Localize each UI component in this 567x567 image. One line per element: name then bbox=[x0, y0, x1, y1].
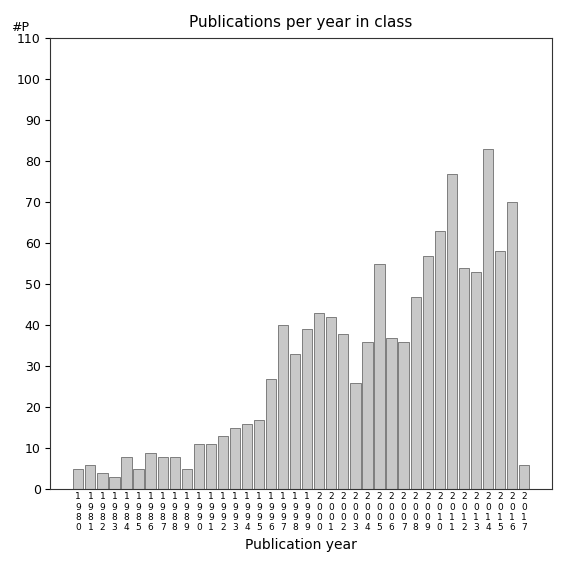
Bar bbox=[158, 456, 168, 489]
Bar bbox=[278, 325, 288, 489]
Bar bbox=[170, 456, 180, 489]
Bar bbox=[218, 436, 228, 489]
Bar bbox=[435, 231, 445, 489]
Bar bbox=[146, 452, 156, 489]
Bar bbox=[471, 272, 481, 489]
Bar bbox=[399, 342, 409, 489]
Bar bbox=[459, 268, 469, 489]
Y-axis label: #P: #P bbox=[11, 20, 29, 33]
Bar bbox=[374, 264, 384, 489]
Bar bbox=[133, 469, 143, 489]
Bar bbox=[447, 174, 457, 489]
Bar bbox=[194, 445, 204, 489]
Bar bbox=[242, 424, 252, 489]
Bar bbox=[483, 149, 493, 489]
Bar bbox=[73, 469, 83, 489]
Bar bbox=[362, 342, 373, 489]
Bar bbox=[254, 420, 264, 489]
Bar bbox=[338, 333, 349, 489]
Bar bbox=[302, 329, 312, 489]
Bar bbox=[387, 337, 397, 489]
Bar bbox=[181, 469, 192, 489]
Bar bbox=[109, 477, 120, 489]
Bar bbox=[507, 202, 517, 489]
Bar bbox=[230, 428, 240, 489]
Title: Publications per year in class: Publications per year in class bbox=[189, 15, 413, 30]
Bar bbox=[519, 465, 529, 489]
Bar bbox=[85, 465, 95, 489]
Bar bbox=[350, 383, 361, 489]
Bar bbox=[422, 256, 433, 489]
Bar bbox=[326, 317, 336, 489]
Bar bbox=[411, 297, 421, 489]
Bar bbox=[314, 313, 324, 489]
Bar bbox=[98, 473, 108, 489]
Bar bbox=[206, 445, 216, 489]
Bar bbox=[266, 379, 276, 489]
Bar bbox=[121, 456, 132, 489]
Bar bbox=[290, 354, 301, 489]
Bar bbox=[495, 252, 505, 489]
X-axis label: Publication year: Publication year bbox=[246, 538, 357, 552]
